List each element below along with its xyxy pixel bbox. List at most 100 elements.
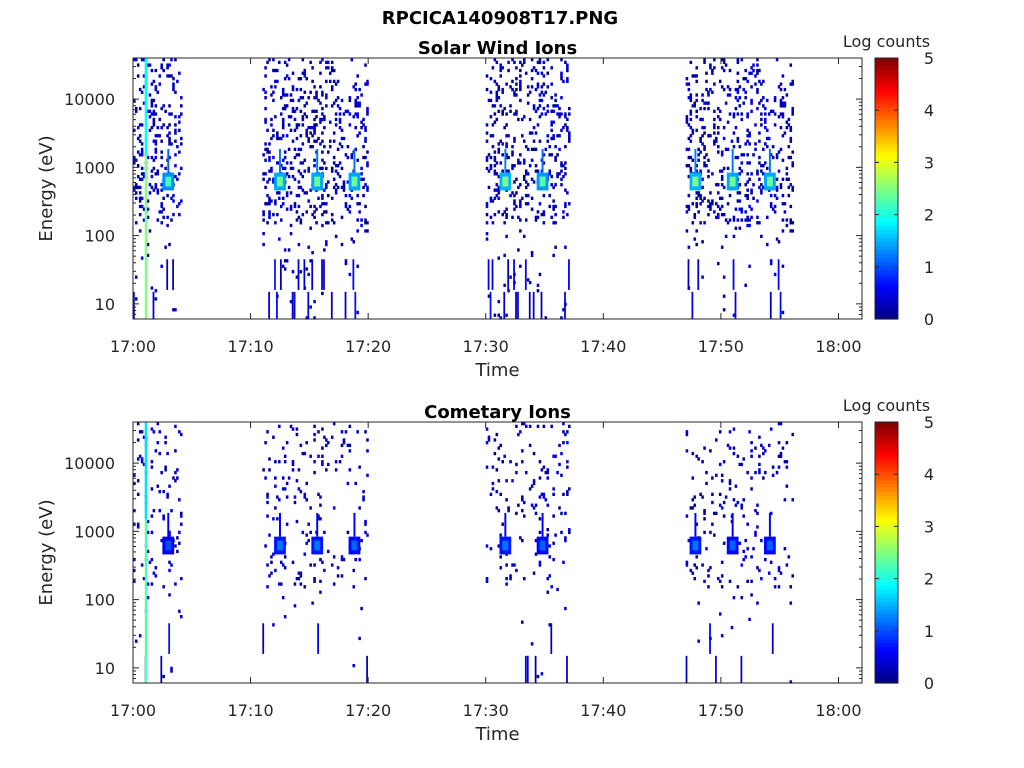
spectrogram-cell <box>552 487 555 491</box>
spectrogram-cell <box>321 158 324 162</box>
spectrogram-cell <box>348 98 352 103</box>
spectrogram-cell <box>170 669 173 673</box>
spectrogram-cell <box>321 131 324 135</box>
spectrogram-cell <box>174 479 177 483</box>
colorbar-swatch <box>875 430 898 435</box>
spectrogram-cell <box>703 60 706 65</box>
spectrogram-cell <box>362 185 365 190</box>
colorbar-swatch <box>875 225 898 230</box>
spectrogram-cell <box>281 123 285 127</box>
spectrogram-cell <box>522 576 526 581</box>
spectrogram-cell <box>325 438 328 442</box>
spectrogram-cell <box>695 164 698 168</box>
y-axis-label: Energy (eV) <box>36 135 57 241</box>
colorbar-swatch <box>875 314 898 320</box>
spectrogram-cell <box>142 218 146 222</box>
spectrogram-cell <box>150 460 154 464</box>
spectrogram-cell <box>728 193 732 198</box>
spectrogram-cell <box>758 139 761 143</box>
spectrogram-cell <box>501 112 504 116</box>
spectrogram-cell <box>726 443 730 448</box>
spectrogram-cell <box>705 153 708 157</box>
spectrogram-cell <box>272 90 275 94</box>
spectrogram-cell <box>305 191 309 195</box>
spectrogram-cell <box>319 60 322 65</box>
spectrogram-cell <box>325 210 328 214</box>
spectrogram-cell <box>321 212 324 217</box>
spectrogram-cell <box>346 530 350 535</box>
spectrogram-cell <box>521 509 524 513</box>
spectrogram-cell <box>174 424 177 429</box>
spectrogram-cell <box>334 183 338 187</box>
spectrogram-cell <box>542 465 546 469</box>
spectrogram-cell <box>521 117 524 122</box>
x-tick-label: 17:30 <box>463 701 509 720</box>
spectrogram-cell <box>734 484 738 488</box>
spectrogram-cell <box>736 58 740 62</box>
spectrogram-cell <box>756 71 759 75</box>
spectrogram-cell <box>362 489 365 494</box>
spectrogram-cell <box>299 147 303 152</box>
spectrogram-cell <box>278 582 281 586</box>
spectrogram-cell <box>781 229 785 233</box>
spectrogram-cell <box>542 82 546 86</box>
spectrogram-cell <box>346 180 350 184</box>
spectrogram-cell <box>144 422 148 520</box>
spectrogram-cell <box>550 153 553 157</box>
colorbar-swatch <box>875 70 898 75</box>
spectrogram-cell <box>309 204 312 209</box>
spectrogram-cell <box>691 131 695 135</box>
spectrogram-cell <box>317 454 320 458</box>
spectrogram-cell <box>707 93 710 97</box>
spectrogram-cell <box>764 106 767 111</box>
spectrogram-cell <box>487 438 491 442</box>
spectrogram-cell <box>517 291 519 319</box>
spectrogram-cell <box>705 481 708 486</box>
spectrogram-cell <box>319 579 322 584</box>
spectrogram-cell <box>775 196 779 200</box>
spectrogram-cell <box>314 540 321 551</box>
spectrogram-cell <box>140 177 144 181</box>
spectrogram-cell <box>358 202 361 206</box>
spectrogram-cell <box>756 172 759 176</box>
spectrogram-cell <box>289 299 293 304</box>
spectrogram-cell <box>752 547 755 551</box>
spectrogram-cell <box>154 155 158 160</box>
spectrogram-cell <box>505 153 508 157</box>
spectrogram-cell <box>693 212 697 217</box>
spectrogram-cell <box>485 465 489 469</box>
spectrogram-cell <box>321 139 324 143</box>
spectrogram-cell <box>524 172 528 176</box>
spectrogram-cell <box>168 623 171 654</box>
spectrogram-cell <box>138 139 142 143</box>
spectrogram-cell <box>511 79 514 84</box>
spectrogram-cell <box>785 120 789 124</box>
spectrogram-cell <box>138 177 142 181</box>
spectrogram-cell <box>554 454 557 458</box>
spectrogram-cell <box>146 549 150 554</box>
spectrogram-cell <box>140 256 144 260</box>
spectrogram-cell <box>691 291 694 319</box>
colorbar-tick-label: 1 <box>924 258 934 277</box>
spectrogram-cell <box>728 579 732 584</box>
spectrogram-cell <box>740 506 744 510</box>
spectrogram-cell <box>740 210 744 214</box>
spectrogram-cell <box>519 430 522 434</box>
spectrogram-cell <box>313 85 316 89</box>
spectrogram-cell <box>499 533 503 537</box>
colorbar-swatch <box>875 172 898 177</box>
spectrogram-cell <box>172 476 175 480</box>
spectrogram-cell <box>740 161 744 165</box>
spectrogram-cell <box>174 164 177 168</box>
spectrogram-cell <box>305 115 309 119</box>
spectrogram-cell <box>564 245 567 249</box>
spectrogram-cell <box>564 60 567 65</box>
spectrogram-cell <box>709 449 712 453</box>
spectrogram-cell <box>732 218 736 222</box>
spectrogram-cell <box>332 68 336 73</box>
spectrogram-cell <box>789 218 793 222</box>
spectrogram-cell <box>718 79 722 84</box>
spectrogram-cell <box>148 109 152 113</box>
spectrogram-cell <box>340 557 344 562</box>
spectrogram-cell <box>358 210 361 214</box>
